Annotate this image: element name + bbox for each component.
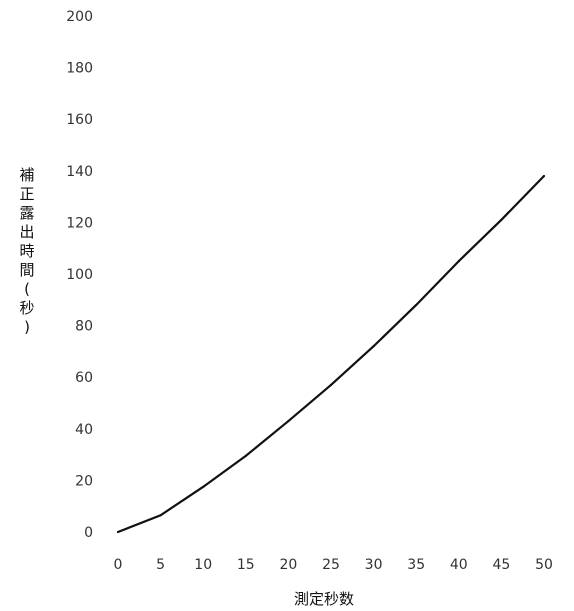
x-tick-label: 10 (194, 557, 212, 573)
x-axis-title: 測定秒数 (294, 590, 354, 608)
data-point (372, 345, 375, 348)
data-point (202, 485, 205, 488)
data-point (457, 260, 460, 263)
x-tick-label: 30 (365, 557, 383, 573)
x-tick-label: 0 (114, 557, 123, 573)
y-tick-label: 60 (75, 370, 93, 386)
x-tick-label: 40 (450, 557, 468, 573)
data-point (329, 383, 333, 387)
y-tick-label: 200 (66, 9, 93, 25)
y-tick-label: 40 (75, 422, 93, 438)
x-tick-label: 50 (535, 557, 553, 573)
data-point (116, 530, 120, 534)
y-tick-label: 100 (66, 267, 93, 283)
y-axis-ticks: 0 20 40 60 80 100 120 140 160 180 200 (66, 9, 93, 541)
y-tick-label: 160 (66, 112, 93, 128)
x-tick-label: 35 (407, 557, 425, 573)
y-tick-label: 180 (66, 61, 93, 77)
data-point (500, 218, 503, 221)
y-tick-label: 0 (84, 525, 93, 541)
x-tick-label: 15 (237, 557, 255, 573)
x-tick-label: 45 (492, 557, 510, 573)
y-tick-label: 80 (75, 319, 93, 335)
data-point (542, 174, 546, 178)
x-tick-label: 25 (322, 557, 340, 573)
data-points (116, 174, 546, 534)
data-point (244, 454, 247, 457)
y-axis-title: 補正露出時間(秒) (19, 166, 34, 336)
y-tick-label: 120 (66, 215, 93, 231)
series-line (117, 175, 545, 534)
data-point (287, 419, 290, 423)
y-tick-label: 20 (75, 473, 93, 489)
x-axis-ticks: 0 5 10 15 20 25 30 35 40 45 50 (114, 557, 553, 573)
data-point (159, 514, 162, 517)
y-tick-label: 140 (66, 164, 93, 180)
data-point (415, 303, 418, 307)
x-tick-label: 5 (156, 557, 165, 573)
x-tick-label: 20 (279, 557, 297, 573)
